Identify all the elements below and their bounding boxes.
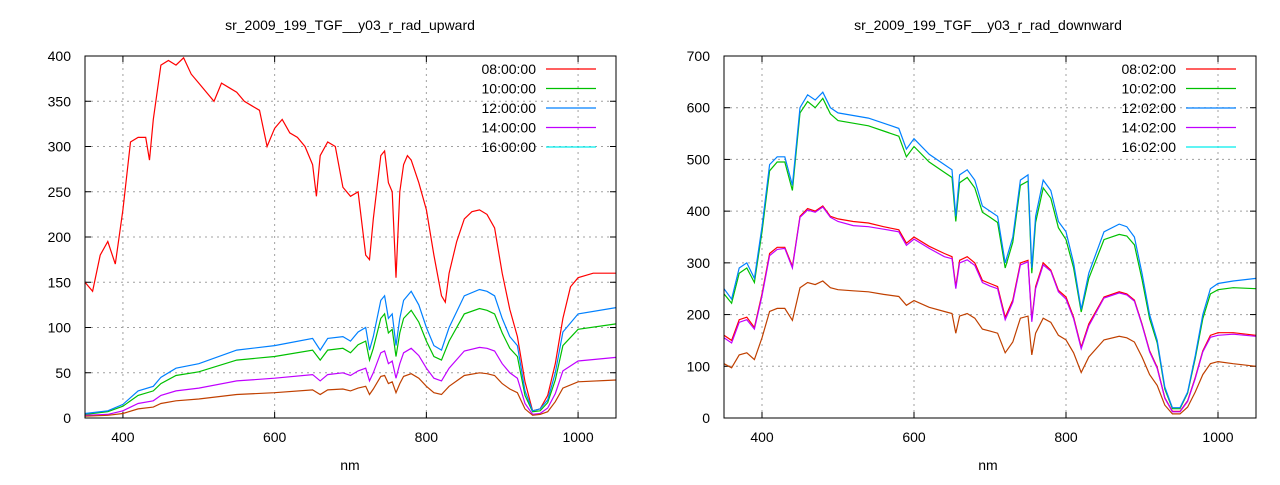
x-tick-label: 800: [415, 429, 439, 445]
y-tick-label: 100: [48, 320, 72, 336]
y-tick-label: 400: [48, 48, 72, 64]
y-tick-label: 50: [55, 365, 71, 381]
series-line-10-00-00: [84, 307, 617, 415]
y-tick-label: 0: [63, 410, 71, 426]
y-tick-label: 200: [687, 307, 711, 323]
y-tick-label: 600: [687, 100, 711, 116]
series-line-10-02-00: [723, 97, 1257, 410]
series-line-08-02-00: [723, 205, 1257, 412]
y-tick-label: 0: [702, 410, 710, 426]
y-tick-label: 300: [48, 139, 72, 155]
x-tick-label: 1000: [562, 429, 593, 445]
x-tick-label: 400: [111, 429, 135, 445]
x-tick-label: 400: [750, 429, 774, 445]
y-tick-label: 350: [48, 93, 72, 109]
y-tick-label: 300: [687, 255, 711, 271]
chart-title: sr_2009_199_TGF__y03_r_rad_upward: [225, 17, 475, 33]
x-tick-label: 800: [1054, 429, 1078, 445]
x-axis-label: nm: [340, 457, 359, 473]
legend-label: 16:00:00: [482, 139, 537, 155]
series-line-14-02-00: [723, 206, 1257, 413]
y-tick-label: 400: [687, 203, 711, 219]
y-tick-label: 100: [687, 358, 711, 374]
x-tick-label: 600: [902, 429, 926, 445]
y-tick-label: 500: [687, 151, 711, 167]
y-tick-label: 700: [687, 48, 711, 64]
plot-frame: [84, 55, 617, 419]
series-line-16-00-00: [84, 372, 617, 417]
downward-radiance-chart: sr_2009_199_TGF__y03_r_rad_downward nm 0…: [687, 17, 1257, 473]
series-line-12-00-00: [84, 288, 617, 415]
legend-label: 14:02:00: [1122, 120, 1177, 136]
legend-label: 12:00:00: [482, 100, 537, 116]
legend-label: 14:00:00: [482, 120, 537, 136]
series-line-14-00-00: [84, 346, 617, 416]
y-tick-label: 150: [48, 274, 72, 290]
legend-label: 16:02:00: [1122, 139, 1177, 155]
x-axis-label: nm: [978, 457, 997, 473]
series-line-16-02-00: [723, 280, 1257, 415]
series-line-08-00-00: [84, 56, 616, 412]
legend-label: 12:02:00: [1122, 100, 1177, 116]
series-line-12-02-00: [723, 91, 1257, 409]
plot-frame: [723, 55, 1257, 419]
y-tick-label: 200: [48, 229, 72, 245]
chart-title: sr_2009_199_TGF__y03_r_rad_downward: [854, 17, 1122, 33]
upward-radiance-chart: sr_2009_199_TGF__y03_r_rad_upward nm 0 50…: [48, 17, 617, 473]
legend-label: 10:02:00: [1122, 81, 1177, 97]
y-tick-label: 250: [48, 184, 72, 200]
x-tick-label: 600: [263, 429, 287, 445]
legend-label: 08:02:00: [1122, 61, 1177, 77]
x-tick-label: 1000: [1202, 429, 1233, 445]
legend-label: 08:00:00: [482, 61, 537, 77]
legend-label: 10:00:00: [482, 81, 537, 97]
